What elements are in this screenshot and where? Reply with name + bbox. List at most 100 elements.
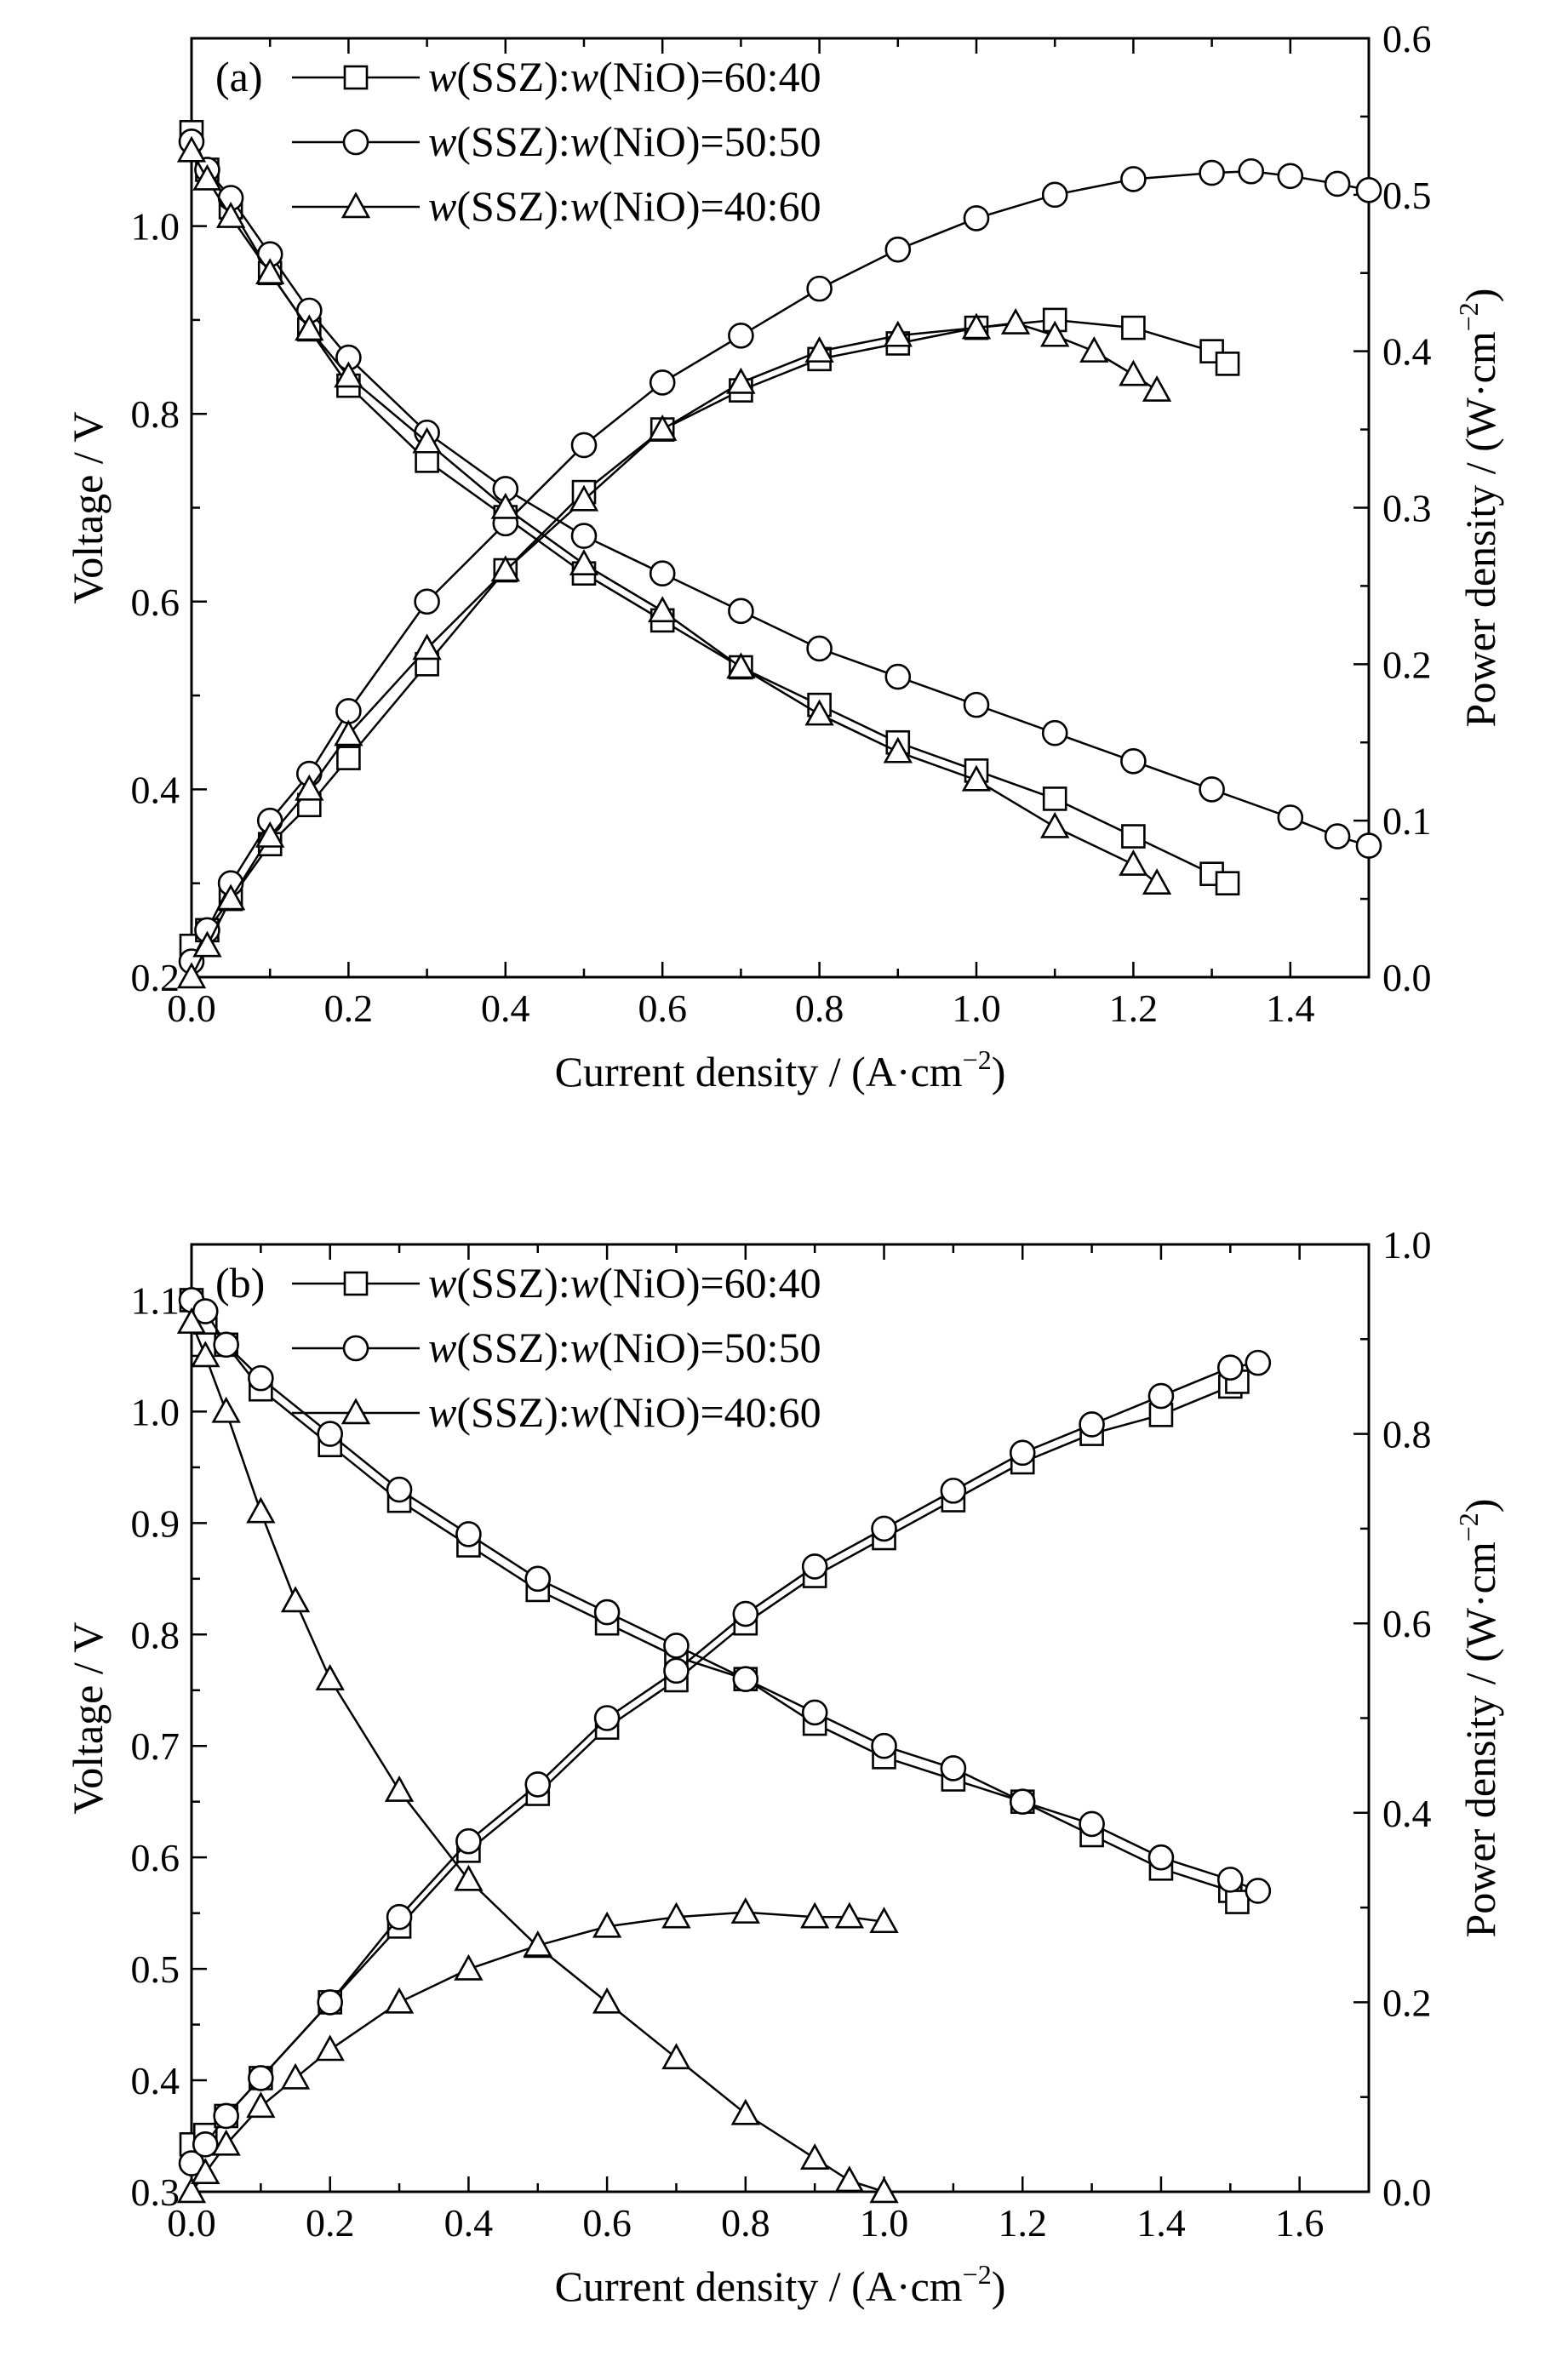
legend-entry-part: w [428, 182, 456, 230]
voltage-point [1009, 1788, 1036, 1816]
x-tick-label: 0.8 [721, 2201, 770, 2245]
series-triangle [176, 1307, 899, 2204]
power-point [1238, 157, 1264, 185]
y-left-tick-label: 1.0 [131, 1390, 180, 1433]
legend-entry-part: w [570, 182, 598, 230]
power-point [1277, 163, 1304, 190]
voltage-point [1120, 748, 1147, 775]
power-point [804, 336, 834, 363]
voltage-point [1040, 811, 1070, 838]
voltage-point [1277, 804, 1304, 831]
power-point [1355, 177, 1382, 203]
voltage-point [1225, 1890, 1250, 1914]
y-left-tick-label: 1.0 [131, 205, 180, 249]
voltage-point [871, 1732, 897, 1759]
voltage-point [386, 1476, 413, 1503]
voltage-point [295, 314, 324, 341]
y-left-tick-label: 0.6 [131, 1836, 180, 1879]
y-right-tick-label: 0.6 [1382, 1602, 1432, 1645]
legend-entry: w(SSZ):w(NiO)=50:50 [428, 1324, 821, 1371]
legend-entry-part: (NiO)=60:40 [598, 1259, 821, 1307]
x-axis-label-tail: ) [992, 2262, 1006, 2310]
voltage-point [1119, 849, 1148, 876]
legend-entry-part: w [428, 1324, 456, 1371]
voltage-point [1142, 868, 1172, 895]
voltage-point [384, 1775, 415, 1802]
legend-marker-square [343, 65, 369, 90]
y-left-tick-label: 0.4 [131, 2059, 180, 2102]
legend-entry-part: w [570, 1388, 598, 1436]
legend-entry-part: (SSZ): [456, 53, 569, 100]
plot-frame [190, 37, 1371, 979]
voltage-point [248, 1364, 274, 1392]
series-triangle [176, 135, 1172, 989]
y-left-tick-label: 0.6 [131, 580, 180, 624]
legend-entry: w(SSZ):w(NiO)=60:40 [428, 1259, 821, 1307]
power-point [732, 1600, 759, 1627]
x-tick-label: 0.2 [306, 2201, 355, 2245]
voltage-point [569, 549, 599, 575]
x-tick-label: 1.2 [998, 2201, 1047, 2245]
power-point [523, 1930, 552, 1957]
voltage-point [454, 1864, 484, 1891]
voltage-point [661, 2043, 691, 2070]
legend-entry-part: (SSZ): [456, 117, 569, 165]
power-point [191, 2158, 220, 2184]
power-point [334, 719, 363, 746]
legend-entry-part: w [428, 53, 456, 100]
voltage-point [490, 492, 520, 519]
x-tick-label: 1.0 [860, 2201, 909, 2245]
x-tick-label: 0.0 [167, 2201, 216, 2245]
power-point [1142, 375, 1172, 402]
power-point [663, 1657, 690, 1684]
legend-entry: w(SSZ):w(NiO)=60:40 [428, 53, 821, 100]
voltage-point [211, 1396, 241, 1423]
power-point [386, 1903, 413, 1930]
y-left-tick-label: 0.5 [131, 1947, 180, 1991]
legend-marker-circle [342, 129, 369, 156]
legend-marker-square [343, 1271, 369, 1296]
voltage-point [728, 598, 754, 625]
power-point [490, 555, 520, 582]
series-circle [178, 1287, 1272, 2176]
power-curve-line [190, 1361, 1259, 2165]
power-point [593, 1705, 621, 1731]
y-left-tick-label: 0.4 [131, 768, 180, 811]
y-right-tick-label: 1.0 [1382, 1223, 1432, 1267]
power-point [1121, 315, 1146, 340]
voltage-point [334, 361, 363, 388]
y-left-tick-label: 0.8 [131, 392, 180, 436]
voltage-point [730, 2098, 760, 2125]
voltage-point [215, 201, 246, 228]
power-point [336, 746, 361, 770]
y-left-tick-label: 0.3 [131, 2170, 180, 2214]
legend-entry-part: (SSZ): [456, 1259, 569, 1307]
power-point [455, 1827, 482, 1855]
power-point [215, 884, 246, 911]
y-right-axis-label: Power density / (W·cm−2) [1453, 289, 1504, 728]
power-point [176, 2176, 207, 2204]
y-right-axis-label-sup: −2 [1453, 302, 1484, 331]
x-tick-label: 0.4 [444, 2201, 494, 2245]
power-point [648, 414, 678, 441]
power-point [961, 312, 992, 340]
power-point [1041, 181, 1068, 209]
power-point [883, 320, 913, 347]
power-point [801, 1553, 828, 1580]
voltage-point [570, 523, 598, 549]
y-left-tick-label: 0.8 [131, 1613, 180, 1656]
power-point [834, 1902, 865, 1929]
voltage-curve-line [190, 131, 1228, 884]
power-point [211, 2129, 241, 2156]
power-point [569, 484, 599, 512]
power-point [246, 2091, 276, 2119]
voltage-point [1042, 786, 1067, 811]
voltage-point [1121, 824, 1146, 849]
x-axis-label-sup: −2 [963, 1044, 992, 1075]
x-tick-label: 0.8 [795, 987, 844, 1030]
voltage-curve-line [190, 140, 1370, 847]
power-point [1079, 336, 1109, 363]
y-right-axis-label-tail: ) [1456, 1499, 1504, 1513]
legend-entry-part: (NiO)=50:50 [598, 117, 821, 165]
